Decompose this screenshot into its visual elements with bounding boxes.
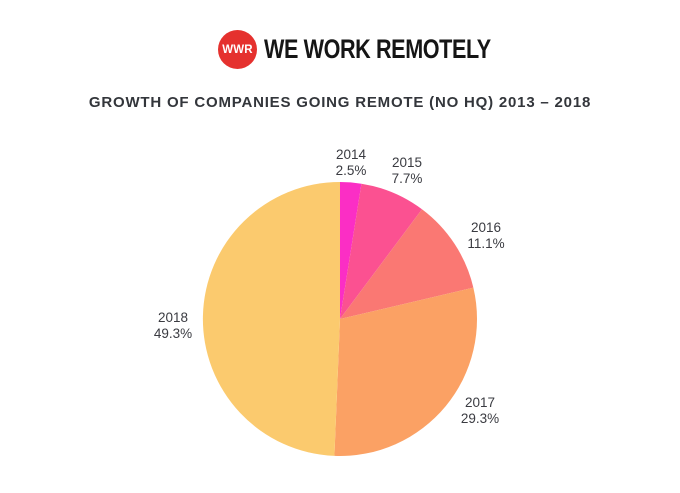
slice-year: 2018 xyxy=(157,310,189,325)
slice-year: 2016 xyxy=(470,220,502,235)
pie-slice-2017 xyxy=(334,287,478,457)
brand-wordmark-text: WE WORK REMOTELY xyxy=(264,34,491,64)
chart-title: GROWTH OF COMPANIES GOING REMOTE (NO HQ)… xyxy=(88,94,592,111)
brand-wordmark: WE WORK REMOTELY xyxy=(264,30,548,69)
pie-slice-2016 xyxy=(340,209,474,319)
slice-percent: 29.3% xyxy=(460,411,500,426)
wwr-logo-badge-text: WWR xyxy=(222,43,253,56)
slice-label-2015: 2015 7.7% xyxy=(392,155,423,187)
pie-slice-2018 xyxy=(202,181,340,456)
slice-label-2016: 2016 11.1% xyxy=(467,220,504,252)
wwr-logo-badge: WWR xyxy=(218,30,257,69)
slice-label-2014: 2014 2.5% xyxy=(336,147,367,179)
pie-slice-2015 xyxy=(340,183,422,319)
slice-percent: 2.5% xyxy=(335,163,367,178)
slice-percent: 7.7% xyxy=(391,171,423,186)
slice-percent: 49.3% xyxy=(153,326,193,341)
slice-label-2018: 2018 49.3% xyxy=(154,310,192,342)
slice-year: 2017 xyxy=(464,395,496,410)
pie-slice-2014 xyxy=(340,182,362,319)
slice-year: 2014 xyxy=(335,147,367,162)
slice-percent: 11.1% xyxy=(467,236,505,251)
pie-chart xyxy=(202,181,478,457)
slice-label-2017: 2017 29.3% xyxy=(461,395,499,427)
slice-year: 2015 xyxy=(391,155,423,170)
